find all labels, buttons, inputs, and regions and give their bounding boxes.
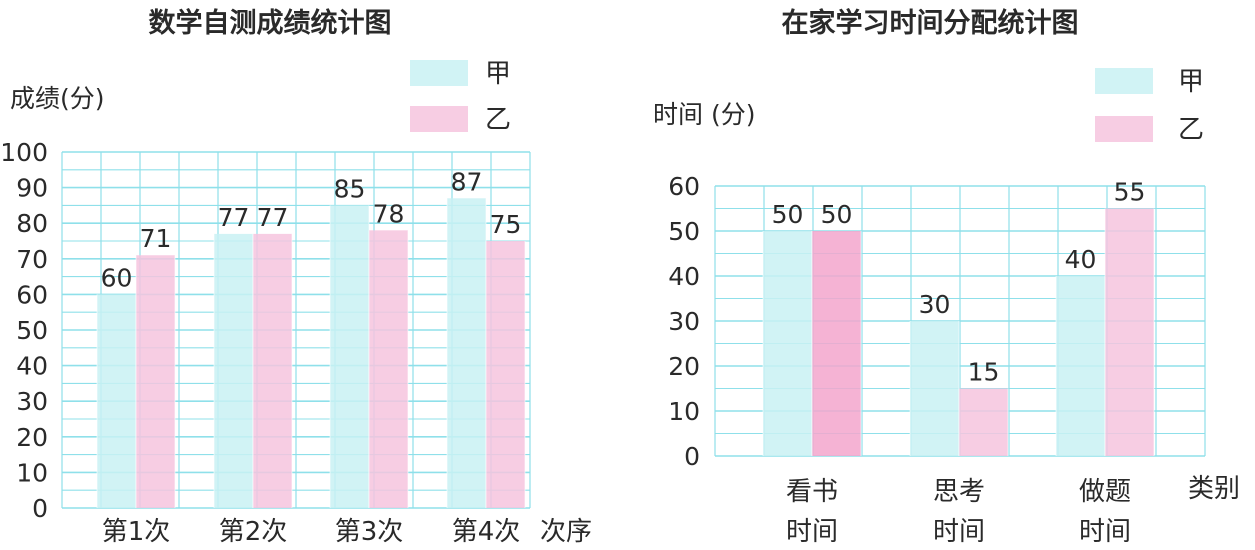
- y-tick-label: 20: [16, 423, 48, 452]
- legend-label: 甲: [1178, 67, 1204, 97]
- y-axis-title: 成绩(分): [10, 84, 105, 113]
- bar: [97, 294, 136, 508]
- legend-label: 乙: [1178, 115, 1204, 145]
- data-label: 55: [1114, 178, 1146, 207]
- category-label: 第2次: [219, 517, 288, 547]
- data-label: 78: [373, 199, 405, 228]
- data-label: 50: [821, 200, 853, 229]
- y-tick-label: 60: [668, 172, 700, 201]
- data-label: 50: [772, 200, 804, 229]
- bar: [136, 255, 175, 508]
- y-tick-label: 30: [668, 307, 700, 336]
- data-label: 87: [451, 167, 483, 196]
- x-axis-title: 类别: [1188, 474, 1240, 504]
- y-tick-label: 90: [16, 174, 48, 203]
- category-label: 第4次: [452, 517, 521, 547]
- chart-title: 在家学习时间分配统计图: [782, 7, 1079, 39]
- legend-swatch: [410, 60, 468, 86]
- bar: [812, 231, 861, 456]
- category-label: 时间: [1079, 517, 1131, 547]
- y-tick-label: 0: [684, 442, 700, 471]
- data-label: 77: [257, 203, 289, 232]
- x-axis-title: 次序: [540, 517, 592, 547]
- bar: [1105, 208, 1154, 456]
- bar: [486, 241, 525, 508]
- y-tick-label: 0: [32, 494, 48, 523]
- bar: [447, 198, 486, 508]
- y-tick-label: 50: [16, 316, 48, 345]
- data-label: 71: [140, 224, 172, 253]
- y-tick-label: 50: [668, 217, 700, 246]
- bar: [1056, 276, 1105, 456]
- legend-label: 甲: [485, 59, 511, 89]
- data-label: 40: [1065, 245, 1097, 274]
- y-tick-label: 40: [668, 262, 700, 291]
- y-tick-label: 20: [668, 352, 700, 381]
- legend-label: 乙: [485, 105, 511, 135]
- y-tick-label: 10: [668, 397, 700, 426]
- category-label: 做题: [1079, 477, 1131, 507]
- legend-swatch: [1095, 116, 1153, 142]
- data-label: 85: [334, 174, 366, 203]
- y-tick-label: 100: [0, 138, 48, 167]
- data-label: 60: [101, 263, 133, 292]
- data-label: 77: [218, 203, 250, 232]
- category-label: 第3次: [335, 517, 404, 547]
- y-tick-label: 10: [16, 458, 48, 487]
- category-label: 时间: [933, 517, 985, 547]
- y-tick-label: 70: [16, 245, 48, 274]
- data-label: 30: [919, 290, 951, 319]
- bar: [214, 233, 253, 508]
- y-tick-label: 80: [16, 209, 48, 238]
- y-tick-label: 30: [16, 387, 48, 416]
- y-tick-label: 60: [16, 280, 48, 309]
- category-label: 时间: [786, 517, 838, 547]
- data-label: 75: [490, 210, 522, 239]
- legend-swatch: [410, 106, 468, 132]
- data-label: 15: [968, 358, 1000, 387]
- bar: [763, 231, 812, 456]
- category-label: 第1次: [102, 517, 171, 547]
- chart-1: 数学自测成绩统计图成绩(分)01020304050607080901006071…: [0, 7, 592, 547]
- bar: [330, 205, 369, 508]
- bar: [369, 230, 408, 508]
- bar: [253, 233, 292, 508]
- bar: [959, 388, 1008, 456]
- bar: [910, 321, 959, 456]
- legend-swatch: [1095, 68, 1153, 94]
- y-tick-label: 40: [16, 352, 48, 381]
- chart-title: 数学自测成绩统计图: [149, 7, 392, 39]
- y-axis-title: 时间 (分): [653, 100, 755, 129]
- category-label: 思考: [933, 477, 985, 507]
- category-label: 看书: [786, 477, 838, 507]
